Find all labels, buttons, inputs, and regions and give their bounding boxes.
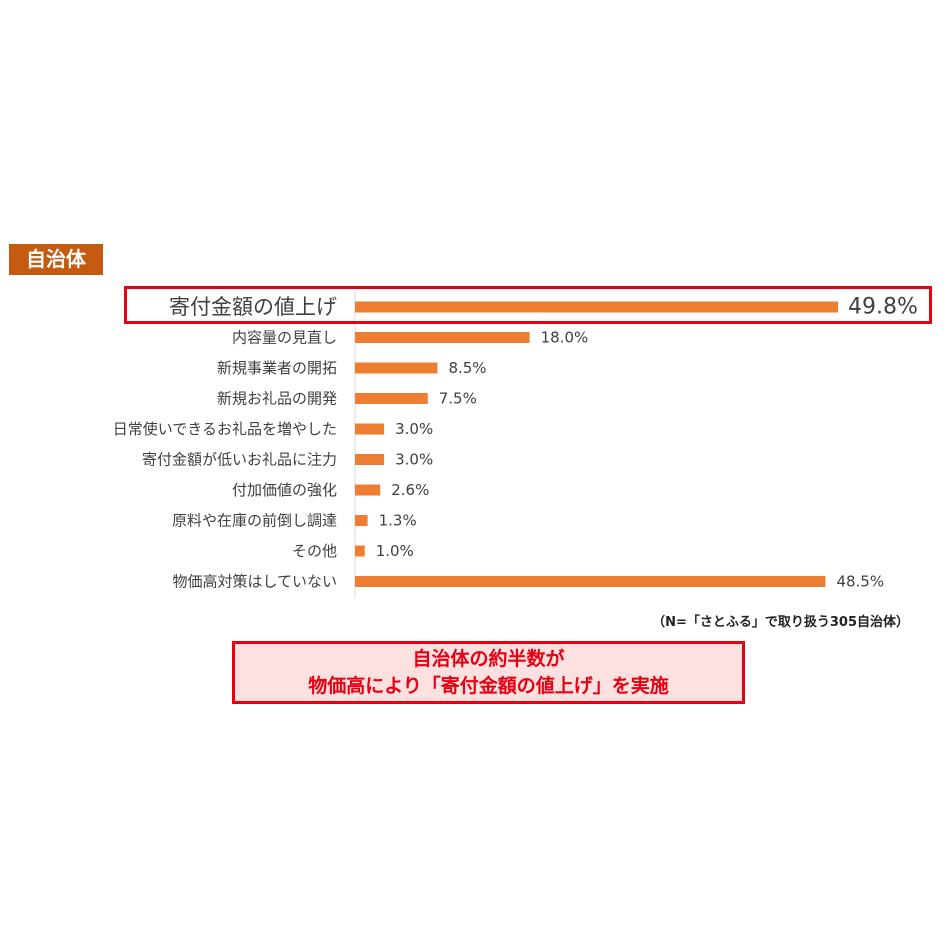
- category-label: 新規事業者の開拓: [217, 359, 337, 377]
- category-label: 原料や在庫の前倒し調達: [172, 512, 337, 530]
- category-label: 付加価値の強化: [232, 481, 337, 499]
- bar: [355, 454, 385, 465]
- data-label: 3.0%: [395, 420, 433, 438]
- category-label: 寄付金額が低いお礼品に注力: [142, 451, 337, 469]
- data-label: 7.5%: [439, 390, 477, 408]
- bar: [355, 301, 839, 313]
- callout-line-2: 物価高により「寄付金額の値上げ」を実施: [308, 675, 669, 697]
- category-label: 新規お礼品の開発: [217, 390, 337, 408]
- bar: [355, 515, 368, 526]
- data-label: 8.5%: [448, 359, 486, 377]
- bar: [355, 362, 438, 374]
- category-label: 内容量の見直し: [232, 329, 337, 347]
- data-label: 1.3%: [379, 512, 417, 530]
- entity-tag: 自治体: [9, 244, 103, 275]
- bar: [355, 423, 385, 435]
- data-label: 2.6%: [391, 481, 429, 499]
- bar: [355, 576, 826, 587]
- data-label: 3.0%: [395, 451, 433, 469]
- bar: [355, 332, 530, 343]
- category-label: 日常使いできるお礼品を増やした: [113, 420, 337, 438]
- data-label: 48.5%: [836, 573, 884, 591]
- bar: [355, 393, 428, 404]
- bar: [355, 545, 365, 557]
- data-label: 18.0%: [541, 329, 589, 347]
- bar: [355, 484, 381, 496]
- category-label: 寄付金額の値上げ: [169, 295, 337, 319]
- data-label: 49.8%: [848, 295, 918, 320]
- summary-callout: 自治体の約半数が 物価高により「寄付金額の値上げ」を実施: [232, 641, 745, 704]
- sample-note: （N=「さとふる」で取り扱う305自治体）: [652, 615, 909, 630]
- category-label: その他: [292, 542, 337, 560]
- data-label: 1.0%: [376, 542, 414, 560]
- callout-line-1: 自治体の約半数が: [412, 648, 565, 670]
- category-label: 物価高対策はしていない: [172, 573, 337, 591]
